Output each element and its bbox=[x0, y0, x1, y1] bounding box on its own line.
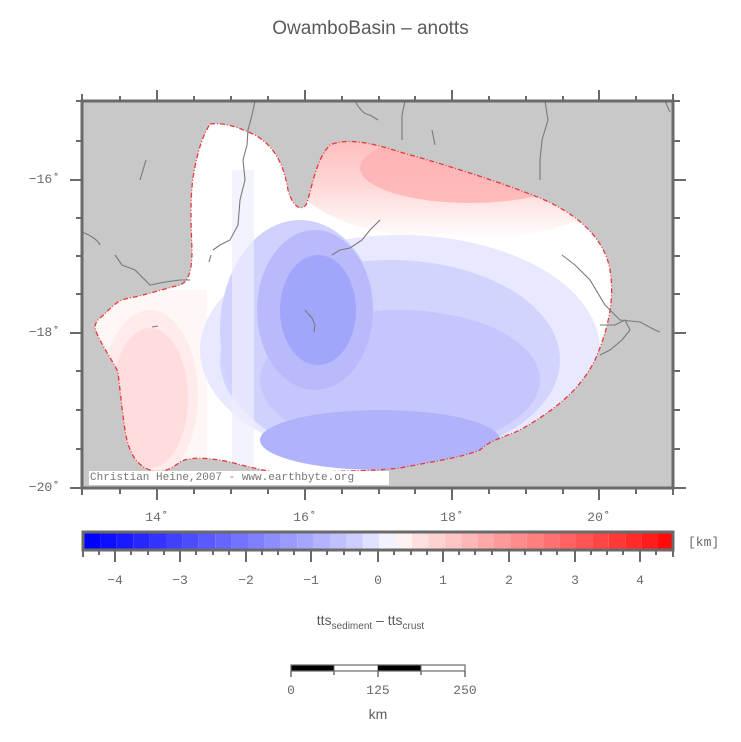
colorbar-unit: [km] bbox=[688, 535, 720, 550]
scale-bar bbox=[290, 664, 466, 677]
scale-unit: km bbox=[368, 706, 388, 722]
variable-sep: – bbox=[372, 612, 388, 628]
colorbar-tick-label: 2 bbox=[505, 573, 513, 588]
bottom-ticks bbox=[81, 488, 674, 500]
scale-tick-label: 125 bbox=[366, 683, 390, 698]
x-tick-label: 14˚ bbox=[145, 510, 169, 525]
colorbar-bar bbox=[81, 530, 675, 552]
y-tick-label: −20˚ bbox=[28, 480, 60, 495]
basin-anomaly-field bbox=[95, 123, 612, 475]
map-title: OwamboBasin – anotts bbox=[272, 18, 469, 39]
credit-text: Christian Heine,2007 - www.earthbyte.org bbox=[90, 472, 355, 484]
x-tick-label: 18˚ bbox=[440, 510, 464, 525]
variable-b-sub: crust bbox=[402, 620, 425, 632]
variable-a: tts bbox=[316, 612, 332, 628]
colorbar-tick-label: 4 bbox=[636, 573, 644, 588]
scale-tick-label: 250 bbox=[453, 683, 477, 698]
colorbar-tick-label: −1 bbox=[303, 573, 319, 588]
colorbar-ticks bbox=[82, 550, 674, 562]
coastline-lines bbox=[81, 100, 671, 356]
scale-tick-label: 0 bbox=[287, 683, 295, 698]
colorbar-tick-label: 0 bbox=[374, 573, 382, 588]
colorbar-tick-label: 1 bbox=[439, 573, 447, 588]
colorbar-tick-label: −4 bbox=[107, 573, 123, 588]
colorbar-tick-label: −3 bbox=[172, 573, 188, 588]
y-tick-label: −16˚ bbox=[28, 172, 60, 187]
colorbar-tick-label: 3 bbox=[571, 573, 579, 588]
x-tick-label: 16˚ bbox=[293, 510, 317, 525]
left-ticks bbox=[70, 100, 82, 489]
top-ticks bbox=[81, 90, 674, 101]
credit-background bbox=[89, 471, 389, 485]
y-tick-label: −18˚ bbox=[28, 325, 60, 340]
variable-label: ttssediment – ttscrust bbox=[0, 612, 741, 632]
x-tick-label: 20˚ bbox=[587, 510, 611, 525]
variable-a-sub: sediment bbox=[331, 620, 373, 632]
colorbar-tick-label: −2 bbox=[238, 573, 254, 588]
right-ticks bbox=[673, 100, 686, 489]
variable-b: tts bbox=[387, 612, 403, 628]
